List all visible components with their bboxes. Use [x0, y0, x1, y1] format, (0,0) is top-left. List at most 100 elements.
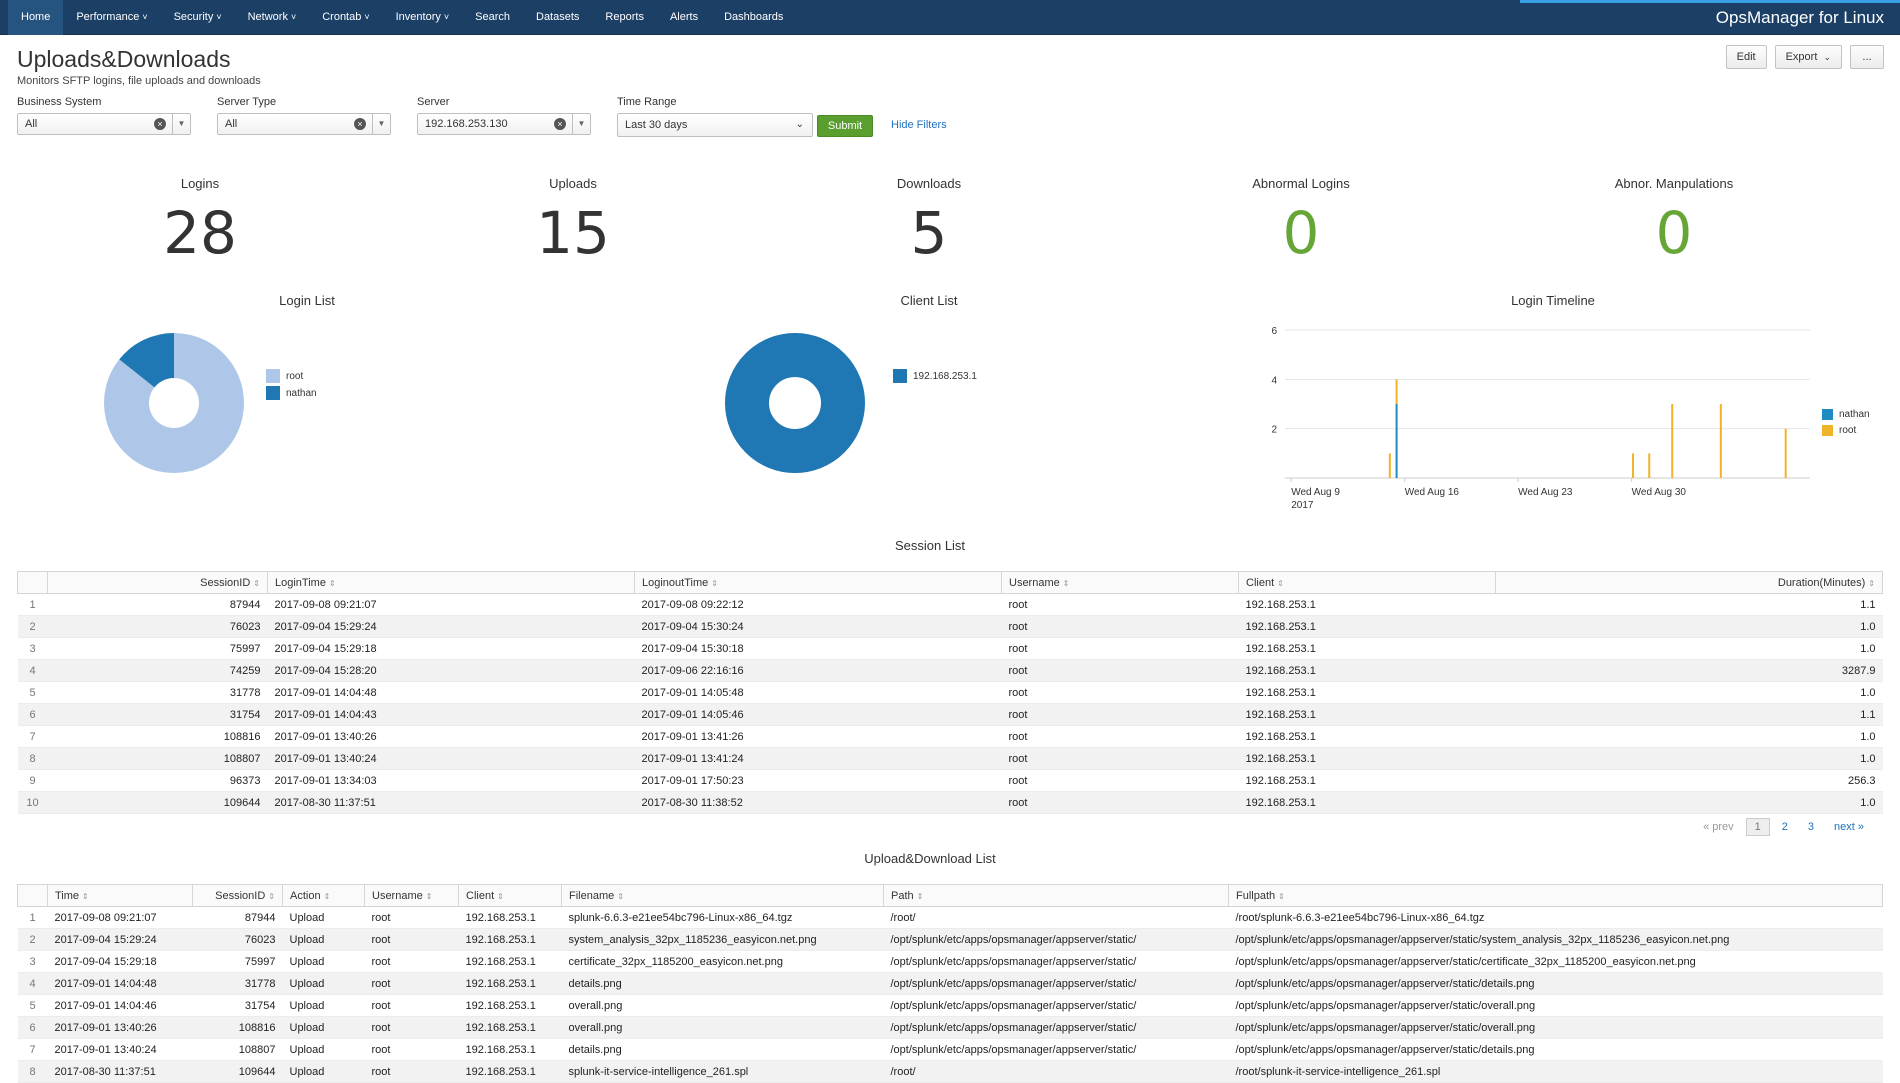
- server-type-select[interactable]: All × ▼: [217, 113, 391, 135]
- nav-item-reports[interactable]: Reports: [592, 0, 657, 35]
- legend-item-root-timeline[interactable]: root: [1822, 425, 1856, 436]
- nav-item-performance[interactable]: Performance ˅: [63, 0, 160, 35]
- row-number: 1: [17, 593, 48, 616]
- nav-item-crontab[interactable]: Crontab ˅: [309, 0, 382, 35]
- business-system-select[interactable]: All × ▼: [17, 113, 191, 135]
- column-header-logintime[interactable]: LoginTime ⇕: [267, 571, 635, 594]
- row-number: 8: [17, 1060, 48, 1083]
- table-row[interactable]: 7 108816 2017-09-01 13:40:26 2017-09-01 13:…: [17, 725, 1883, 748]
- dropdown-arrow-icon[interactable]: ▼: [172, 114, 190, 134]
- export-button[interactable]: Export ⌄: [1774, 45, 1842, 69]
- server-select[interactable]: 192.168.253.130 × ▼: [417, 113, 591, 135]
- column-header-filename[interactable]: Filename ⇕: [561, 884, 884, 907]
- table-cell: 1.0: [1495, 791, 1883, 814]
- column-header-sessionid[interactable]: SessionID ⇕: [47, 571, 268, 594]
- table-row[interactable]: 6 2017-09-01 13:40:26 108816 Upload root 192.…: [17, 1016, 1883, 1039]
- column-header-sessionid[interactable]: SessionID ⇕: [192, 884, 283, 907]
- clear-icon[interactable]: ×: [354, 118, 366, 130]
- header-buttons: Edit Export ⌄ ...: [1725, 45, 1884, 69]
- column-header-client[interactable]: Client ⇕: [1238, 571, 1496, 594]
- column-header-username[interactable]: Username ⇕: [364, 884, 459, 907]
- nav-item-security[interactable]: Security ˅: [161, 0, 235, 35]
- table-cell: 192.168.253.1: [1238, 769, 1496, 792]
- legend-item-nathan-timeline[interactable]: nathan: [1822, 409, 1870, 420]
- sv-value[interactable]: 15: [536, 199, 610, 267]
- bar-root[interactable]: [1671, 404, 1674, 478]
- pager-prev[interactable]: « prev: [1703, 821, 1734, 833]
- upload-download-table-body: 1 2017-09-08 09:21:07 87944 Upload root 192.1…: [17, 906, 1883, 1083]
- table-row[interactable]: 4 2017-09-01 14:04:48 31778 Upload root 192.1…: [17, 972, 1883, 995]
- sv-value[interactable]: 0: [1655, 199, 1693, 267]
- nav-item-inventory[interactable]: Inventory ˅: [383, 0, 463, 35]
- column-header-fullpath[interactable]: Fullpath ⇕: [1228, 884, 1883, 907]
- bar-root[interactable]: [1719, 404, 1722, 478]
- sv-value[interactable]: 0: [1282, 199, 1320, 267]
- sort-icon: ⇕: [1277, 578, 1284, 588]
- legend-item-nathan[interactable]: nathan: [266, 386, 317, 400]
- hide-filters-link[interactable]: Hide Filters: [891, 119, 947, 131]
- table-row[interactable]: 5 2017-09-01 14:04:46 31754 Upload root 192.1…: [17, 994, 1883, 1017]
- column-header-username[interactable]: Username ⇕: [1001, 571, 1239, 594]
- pager-page-2[interactable]: 2: [1781, 821, 1788, 833]
- legend-item-client[interactable]: 192.168.253.1: [893, 369, 977, 383]
- edit-button[interactable]: Edit: [1725, 45, 1767, 69]
- column-header-client[interactable]: Client ⇕: [458, 884, 562, 907]
- pie-slice-nathan[interactable]: [119, 333, 174, 388]
- column-header-duration[interactable]: Duration(Minutes) ⇕: [1495, 571, 1883, 594]
- table-row[interactable]: 3 75997 2017-09-04 15:29:18 2017-09-04 15:3…: [17, 637, 1883, 660]
- bar-root[interactable]: [1395, 379, 1398, 404]
- table-row[interactable]: 6 31754 2017-09-01 14:04:43 2017-09-01 14:0…: [17, 703, 1883, 726]
- table-cell: 1.0: [1495, 725, 1883, 748]
- nav-item-alerts[interactable]: Alerts: [657, 0, 711, 35]
- column-header-path[interactable]: Path ⇕: [883, 884, 1229, 907]
- pager-page-1[interactable]: 1: [1745, 818, 1770, 836]
- table-row[interactable]: 7 2017-09-01 13:40:24 108807 Upload root 192.…: [17, 1038, 1883, 1061]
- table-cell: /root/: [883, 1060, 1229, 1083]
- table-row[interactable]: 2 2017-09-04 15:29:24 76023 Upload root 192.1…: [17, 928, 1883, 951]
- table-row[interactable]: 3 2017-09-04 15:29:18 75997 Upload root 192.1…: [17, 950, 1883, 973]
- bar-nathan[interactable]: [1395, 404, 1398, 478]
- table-row[interactable]: 10 109644 2017-08-30 11:37:51 2017-08-30 11…: [17, 791, 1883, 814]
- nav-item-dashboards[interactable]: Dashboards: [711, 0, 796, 35]
- column-header-time[interactable]: Time ⇕: [47, 884, 193, 907]
- nav-item-network[interactable]: Network ˅: [235, 0, 310, 35]
- bar-root[interactable]: [1648, 453, 1651, 478]
- nav-item-search[interactable]: Search: [462, 0, 523, 35]
- row-number: 8: [17, 747, 48, 770]
- row-number-header: [17, 884, 48, 907]
- table-row[interactable]: 8 2017-08-30 11:37:51 109644 Upload root 192.…: [17, 1060, 1883, 1083]
- nav-item-datasets[interactable]: Datasets: [523, 0, 592, 35]
- more-button[interactable]: ...: [1850, 45, 1884, 69]
- pie-slice-192.168.253.1[interactable]: [725, 333, 865, 473]
- table-cell: Upload: [282, 972, 365, 995]
- pager-next[interactable]: next »: [1834, 821, 1864, 833]
- sv-value[interactable]: 28: [163, 199, 237, 267]
- table-row[interactable]: 9 96373 2017-09-01 13:34:03 2017-09-01 17:5…: [17, 769, 1883, 792]
- column-header-action[interactable]: Action ⇕: [282, 884, 365, 907]
- bar-root[interactable]: [1388, 453, 1391, 478]
- table-cell: /opt/splunk/etc/apps/opsmanager/appserve…: [1228, 972, 1883, 995]
- time-range-picker[interactable]: Last 30 days ⌄: [617, 113, 813, 137]
- dropdown-arrow-icon[interactable]: ▼: [372, 114, 390, 134]
- submit-button[interactable]: Submit: [817, 115, 873, 137]
- table-row[interactable]: 1 2017-09-08 09:21:07 87944 Upload root 192.1…: [17, 906, 1883, 929]
- nav-item-home[interactable]: Home: [8, 0, 64, 35]
- table-cell: 108816: [47, 725, 268, 748]
- table-row[interactable]: 4 74259 2017-09-04 15:28:20 2017-09-06 22:1…: [17, 659, 1883, 682]
- clear-icon[interactable]: ×: [554, 118, 566, 130]
- app-title[interactable]: OpsManager for Linux: [1715, 8, 1884, 27]
- clear-icon[interactable]: ×: [154, 118, 166, 130]
- table-row[interactable]: 8 108807 2017-09-01 13:40:24 2017-09-01 13:…: [17, 747, 1883, 770]
- column-header-logouttime[interactable]: LoginoutTime ⇕: [634, 571, 1002, 594]
- legend-item-root[interactable]: root: [266, 369, 303, 383]
- bar-root[interactable]: [1784, 428, 1787, 478]
- logins-single-value: Logins 28: [50, 176, 350, 267]
- bar-root[interactable]: [1632, 453, 1635, 478]
- pie-slice-root[interactable]: [103, 333, 245, 473]
- pager-page-3[interactable]: 3: [1807, 821, 1815, 833]
- sv-value[interactable]: 5: [910, 199, 948, 267]
- table-row[interactable]: 1 87944 2017-09-08 09:21:07 2017-09-08 09:2…: [17, 593, 1883, 616]
- dropdown-arrow-icon[interactable]: ▼: [572, 114, 590, 134]
- table-row[interactable]: 2 76023 2017-09-04 15:29:24 2017-09-04 15:3…: [17, 615, 1883, 638]
- table-row[interactable]: 5 31778 2017-09-01 14:04:48 2017-09-01 14:0…: [17, 681, 1883, 704]
